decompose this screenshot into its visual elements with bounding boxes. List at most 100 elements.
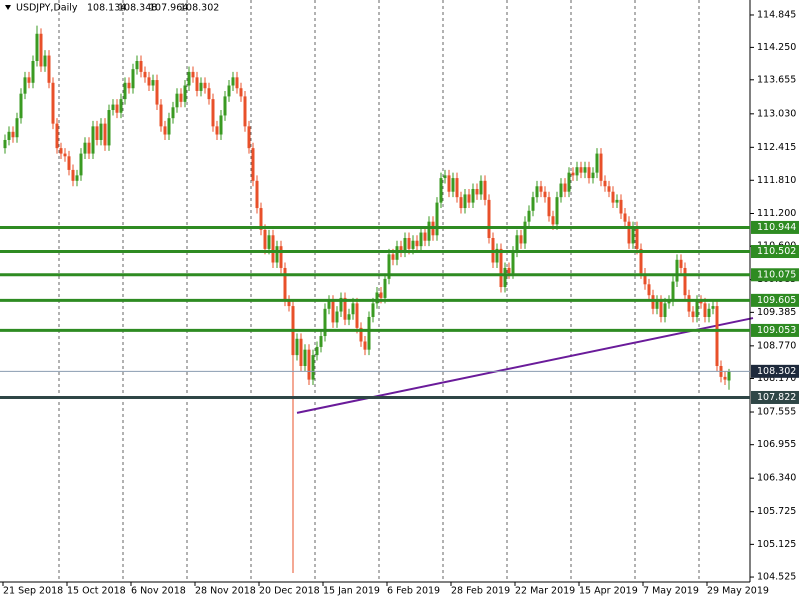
open-label: 108.134 <box>87 3 126 14</box>
candle-body <box>403 238 407 252</box>
candle-body <box>567 172 571 192</box>
candle-body <box>647 284 651 296</box>
candle-body <box>11 131 15 138</box>
candle-body <box>399 246 403 252</box>
candle-body <box>259 208 263 230</box>
y-tick-label: 106.340 <box>757 473 796 484</box>
y-tick-label: 108.170 <box>757 373 796 384</box>
candle-body <box>579 167 583 173</box>
candle-body <box>79 153 83 176</box>
candle-body <box>339 297 343 312</box>
candle-body <box>387 254 391 279</box>
candle-body <box>275 246 279 263</box>
candle-body <box>231 77 235 86</box>
close-label: 108.302 <box>180 3 219 14</box>
candle-body <box>563 183 567 192</box>
candle-body <box>115 104 119 113</box>
y-tick-label: 109.385 <box>757 307 796 318</box>
level-label-box <box>751 220 799 234</box>
x-tick-label: 28 Nov 2018 <box>195 586 256 597</box>
candle-body <box>123 82 127 100</box>
candle-body <box>483 180 487 200</box>
candle-body <box>23 77 27 94</box>
candle-body <box>707 308 711 317</box>
candle-body <box>299 338 303 366</box>
y-tick-label: 104.525 <box>757 572 796 583</box>
candle-body <box>531 197 535 211</box>
candle-body <box>95 126 99 140</box>
candle-body <box>295 338 299 356</box>
x-tick-label: 20 Dec 2018 <box>259 586 320 597</box>
candle-body <box>463 194 467 209</box>
candle-body <box>199 82 203 91</box>
candle-body <box>351 303 355 315</box>
candle-body <box>87 142 91 154</box>
candle-body <box>139 60 143 72</box>
candle-body <box>651 295 655 309</box>
candle-body <box>235 77 239 89</box>
candle-body <box>687 295 691 312</box>
candle-body <box>495 248 499 263</box>
candle-body <box>467 194 471 203</box>
candle-body <box>163 126 167 135</box>
candle-body <box>667 300 671 304</box>
x-tick-label: 15 Jan 2019 <box>323 586 380 597</box>
candle-body <box>383 278 387 298</box>
candle-body <box>391 254 395 260</box>
candle-body <box>171 107 175 119</box>
candle-body <box>99 123 103 140</box>
level-label: 108.302 <box>757 366 796 377</box>
level-label: 109.605 <box>757 295 796 306</box>
level-label: 107.822 <box>757 392 796 403</box>
candle-body <box>19 93 23 119</box>
candle-body <box>479 180 483 195</box>
candle-body <box>215 126 219 135</box>
x-tick-label: 6 Feb 2019 <box>387 586 440 597</box>
x-tick-label: 22 Mar 2019 <box>515 586 575 597</box>
candle-body <box>663 303 667 317</box>
candle-body <box>407 238 411 249</box>
candle-body <box>547 197 551 217</box>
level-label: 110.075 <box>757 269 796 280</box>
candle-body <box>595 153 599 173</box>
x-tick-label: 6 Nov 2018 <box>131 586 186 597</box>
menu-arrow[interactable] <box>5 5 11 10</box>
candle-body <box>475 188 479 195</box>
candle-body <box>263 229 267 249</box>
candle-body <box>691 311 695 317</box>
candle-body <box>515 235 519 252</box>
candle-body <box>59 148 63 154</box>
candle-body <box>471 188 475 203</box>
high-label: 108.348 <box>118 3 157 14</box>
candle-body <box>575 167 579 176</box>
candle-body <box>499 248 503 288</box>
candle-body <box>635 227 639 249</box>
candle-body <box>419 232 423 247</box>
candle-body <box>643 273 647 285</box>
level-label: 110.944 <box>757 222 796 233</box>
candle-body <box>15 118 19 138</box>
candle-body <box>179 93 183 102</box>
x-tick-label: 15 Apr 2019 <box>579 586 638 597</box>
candle-body <box>587 167 591 179</box>
candle-body <box>227 85 231 97</box>
candle-body <box>155 80 159 105</box>
candle-body <box>147 77 151 86</box>
candle-body <box>55 123 59 149</box>
candle-body <box>619 199 623 214</box>
candle-body <box>455 178 459 198</box>
candle-body <box>699 300 703 304</box>
candle-body <box>31 60 35 83</box>
candle-body <box>279 246 283 268</box>
candle-body <box>447 175 451 192</box>
candle-body <box>611 191 615 203</box>
candle-body <box>367 316 371 350</box>
candle-body <box>435 202 439 236</box>
candle-body <box>43 55 47 67</box>
candle-body <box>247 126 251 149</box>
candle-body <box>607 186 611 192</box>
candle-body <box>51 82 55 124</box>
candle-body <box>427 221 431 241</box>
y-tick-label: 114.250 <box>757 42 796 53</box>
candle-body <box>271 235 275 263</box>
